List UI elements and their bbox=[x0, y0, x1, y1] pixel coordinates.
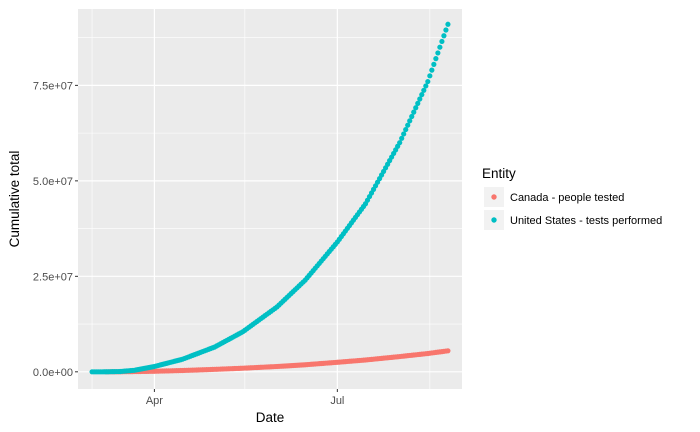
series-1-points bbox=[89, 21, 451, 375]
major-gridlines bbox=[78, 9, 462, 389]
legend-label-united-states: United States - tests performed bbox=[510, 215, 662, 227]
data-point bbox=[405, 122, 411, 128]
legend-label-canada: Canada - people tested bbox=[510, 192, 624, 204]
data-point bbox=[445, 348, 451, 354]
y-tick-label: 5.0e+07 bbox=[33, 176, 73, 188]
legend: Entity Canada - people tested United Sta… bbox=[482, 166, 662, 230]
data-point bbox=[421, 87, 427, 93]
data-point bbox=[401, 131, 407, 137]
data-point bbox=[417, 96, 423, 102]
data-point bbox=[435, 50, 441, 56]
data-point bbox=[443, 27, 449, 33]
legend-marker-united-states bbox=[491, 217, 497, 223]
data-point bbox=[427, 73, 433, 79]
data-point bbox=[425, 78, 431, 85]
y-tick-label: 7.5e+07 bbox=[33, 80, 73, 92]
data-point bbox=[439, 38, 445, 45]
data-point bbox=[431, 61, 437, 67]
data-point bbox=[413, 105, 419, 111]
data-point bbox=[397, 140, 403, 146]
legend-marker-canada bbox=[491, 194, 497, 200]
legend-title: Entity bbox=[482, 166, 516, 181]
data-point bbox=[399, 135, 405, 141]
data-point bbox=[415, 100, 421, 106]
x-axis: Apr Jul bbox=[146, 389, 344, 407]
y-tick-label: 0.0e+00 bbox=[33, 367, 73, 379]
x-axis-title: Date bbox=[256, 410, 285, 425]
data-point bbox=[429, 67, 435, 73]
data-point bbox=[433, 56, 439, 62]
x-tick-label: Jul bbox=[330, 395, 344, 407]
y-tick-label: 2.5e+07 bbox=[33, 271, 73, 283]
data-point bbox=[409, 113, 415, 120]
data-point bbox=[437, 44, 443, 50]
data-point bbox=[411, 109, 417, 115]
y-axis: 0.0e+00 2.5e+07 5.0e+07 7.5e+07 bbox=[33, 80, 78, 379]
data-point bbox=[403, 126, 409, 133]
data-point bbox=[441, 33, 447, 39]
data-points bbox=[89, 21, 451, 375]
plot-panel bbox=[78, 9, 462, 389]
data-point bbox=[423, 83, 429, 89]
data-point bbox=[445, 21, 451, 27]
data-point bbox=[407, 118, 413, 124]
data-point bbox=[419, 92, 425, 98]
minor-gridlines bbox=[78, 9, 462, 389]
y-axis-title: Cumulative total bbox=[7, 151, 22, 248]
x-tick-label: Apr bbox=[146, 395, 163, 407]
